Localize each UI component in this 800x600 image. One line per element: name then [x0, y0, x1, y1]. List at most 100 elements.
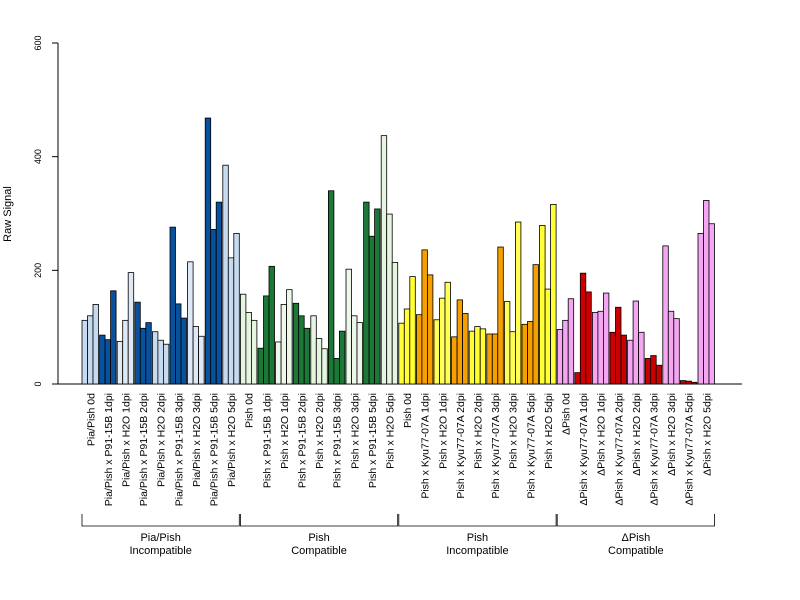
- bar: [351, 315, 358, 385]
- bar: [204, 117, 212, 385]
- group-bracket: [398, 514, 557, 527]
- bar: [439, 297, 446, 385]
- bar: [303, 327, 311, 385]
- group-label-line2: Incompatible: [446, 545, 508, 557]
- bar: [597, 310, 604, 385]
- bar: [245, 311, 252, 385]
- bar: [363, 201, 370, 385]
- x-tick-label: Pia/Pish x H2O 2dpi: [156, 393, 168, 487]
- bar: [338, 330, 346, 385]
- bar: [380, 135, 388, 385]
- bar: [104, 339, 111, 385]
- bar: [697, 232, 704, 385]
- bar: [257, 347, 264, 385]
- bar: [127, 272, 135, 385]
- bar: [99, 334, 106, 385]
- bar: [655, 364, 663, 385]
- bar: [180, 317, 187, 385]
- bar: [421, 249, 428, 385]
- x-tick-label: ΔPish x H2O 1dpi: [596, 393, 608, 476]
- bar: [92, 304, 99, 385]
- x-tick-label: ΔPish x H2O 3dpi: [666, 393, 678, 476]
- bar: [620, 334, 627, 385]
- bar: [268, 265, 275, 385]
- x-tick-label: ΔPish x Kyu77-07A 1dpi: [578, 393, 590, 506]
- x-tick-label: Pish x H2O 1dpi: [279, 393, 291, 469]
- x-tick-label: Pish 0d: [244, 393, 256, 428]
- bar: [386, 213, 393, 385]
- x-tick-label: Pish x H2O 2dpi: [472, 393, 484, 469]
- bar: [403, 308, 411, 385]
- bar: [222, 164, 229, 385]
- bar: [169, 226, 176, 385]
- bar: [187, 261, 194, 385]
- bar: [567, 298, 575, 385]
- bar: [708, 223, 715, 385]
- group-label-line2: Compatible: [608, 545, 664, 557]
- bar: [215, 201, 223, 385]
- bar-series: [81, 117, 715, 385]
- bar: [81, 319, 88, 385]
- x-tick-label: Pia/Pish 0d: [85, 393, 97, 446]
- x-tick-label: Pia/Pish x H2O 3dpi: [191, 393, 203, 487]
- x-tick-label: Pish x P91-15B 1dpi: [261, 393, 273, 488]
- bar: [368, 235, 376, 385]
- x-tick-label: Pish x Kyu77-07A 5dpi: [525, 393, 537, 499]
- bar: [139, 327, 147, 385]
- bar: [667, 310, 675, 385]
- x-tick-label: Pish x H2O 3dpi: [508, 393, 520, 469]
- group-label-line1: Pish: [308, 532, 329, 544]
- bar: [680, 380, 687, 385]
- y-axis-label: Raw Signal: [2, 186, 14, 242]
- group-label-line1: ΔPish: [621, 532, 650, 544]
- bar: [444, 281, 451, 385]
- bar: [638, 331, 645, 385]
- bar: [198, 335, 205, 385]
- y-tick-label: 600: [33, 35, 43, 50]
- bar: [462, 313, 469, 385]
- bar: [562, 319, 569, 385]
- bar: [673, 318, 680, 385]
- bar: [157, 339, 164, 385]
- x-tick-label: ΔPish x Kyu77-07A 2dpi: [613, 393, 625, 506]
- bar: [644, 358, 652, 385]
- group-bracket: [81, 514, 240, 527]
- y-tick-label: 400: [33, 149, 43, 164]
- bar: [662, 245, 669, 385]
- bar: [227, 257, 235, 385]
- bar: [609, 331, 616, 385]
- bar: [468, 330, 476, 385]
- bar: [286, 289, 293, 385]
- x-tick-label: Pish x P91-15B 5dpi: [367, 393, 379, 488]
- bar: [486, 333, 493, 385]
- bar: [280, 304, 288, 385]
- x-tick-label: ΔPish x H2O 2dpi: [631, 393, 643, 476]
- bar: [691, 381, 698, 385]
- bar: [239, 293, 247, 385]
- bar: [151, 331, 159, 385]
- bar: [474, 326, 481, 385]
- bar: [333, 358, 340, 385]
- bar: [544, 288, 551, 385]
- bar: [345, 268, 352, 385]
- group-label-line2: Incompatible: [129, 545, 191, 557]
- y-tick-label: 0: [33, 381, 43, 386]
- bar: [415, 314, 423, 385]
- bar: [497, 246, 504, 385]
- group-brackets: Pia/PishIncompatiblePishCompatiblePishIn…: [81, 514, 715, 557]
- bar: [145, 322, 152, 385]
- bar: [539, 225, 546, 385]
- bar: [527, 321, 534, 385]
- x-tick-label: ΔPish x Kyu77-07A 5dpi: [684, 393, 696, 506]
- x-tick-label: ΔPish 0d: [560, 393, 572, 435]
- x-tick-label: Pish x H2O 5dpi: [384, 393, 396, 469]
- bar: [433, 319, 440, 385]
- bar: [409, 276, 416, 385]
- bar: [685, 380, 692, 385]
- x-tick-label: Pia/Pish x P91-15B 2dpi: [138, 393, 150, 506]
- x-tick-label: Pish 0d: [402, 393, 414, 428]
- bar: [615, 306, 622, 385]
- bar: [579, 272, 587, 385]
- y-axis: 0 200 400 600 Raw Signal: [2, 35, 59, 387]
